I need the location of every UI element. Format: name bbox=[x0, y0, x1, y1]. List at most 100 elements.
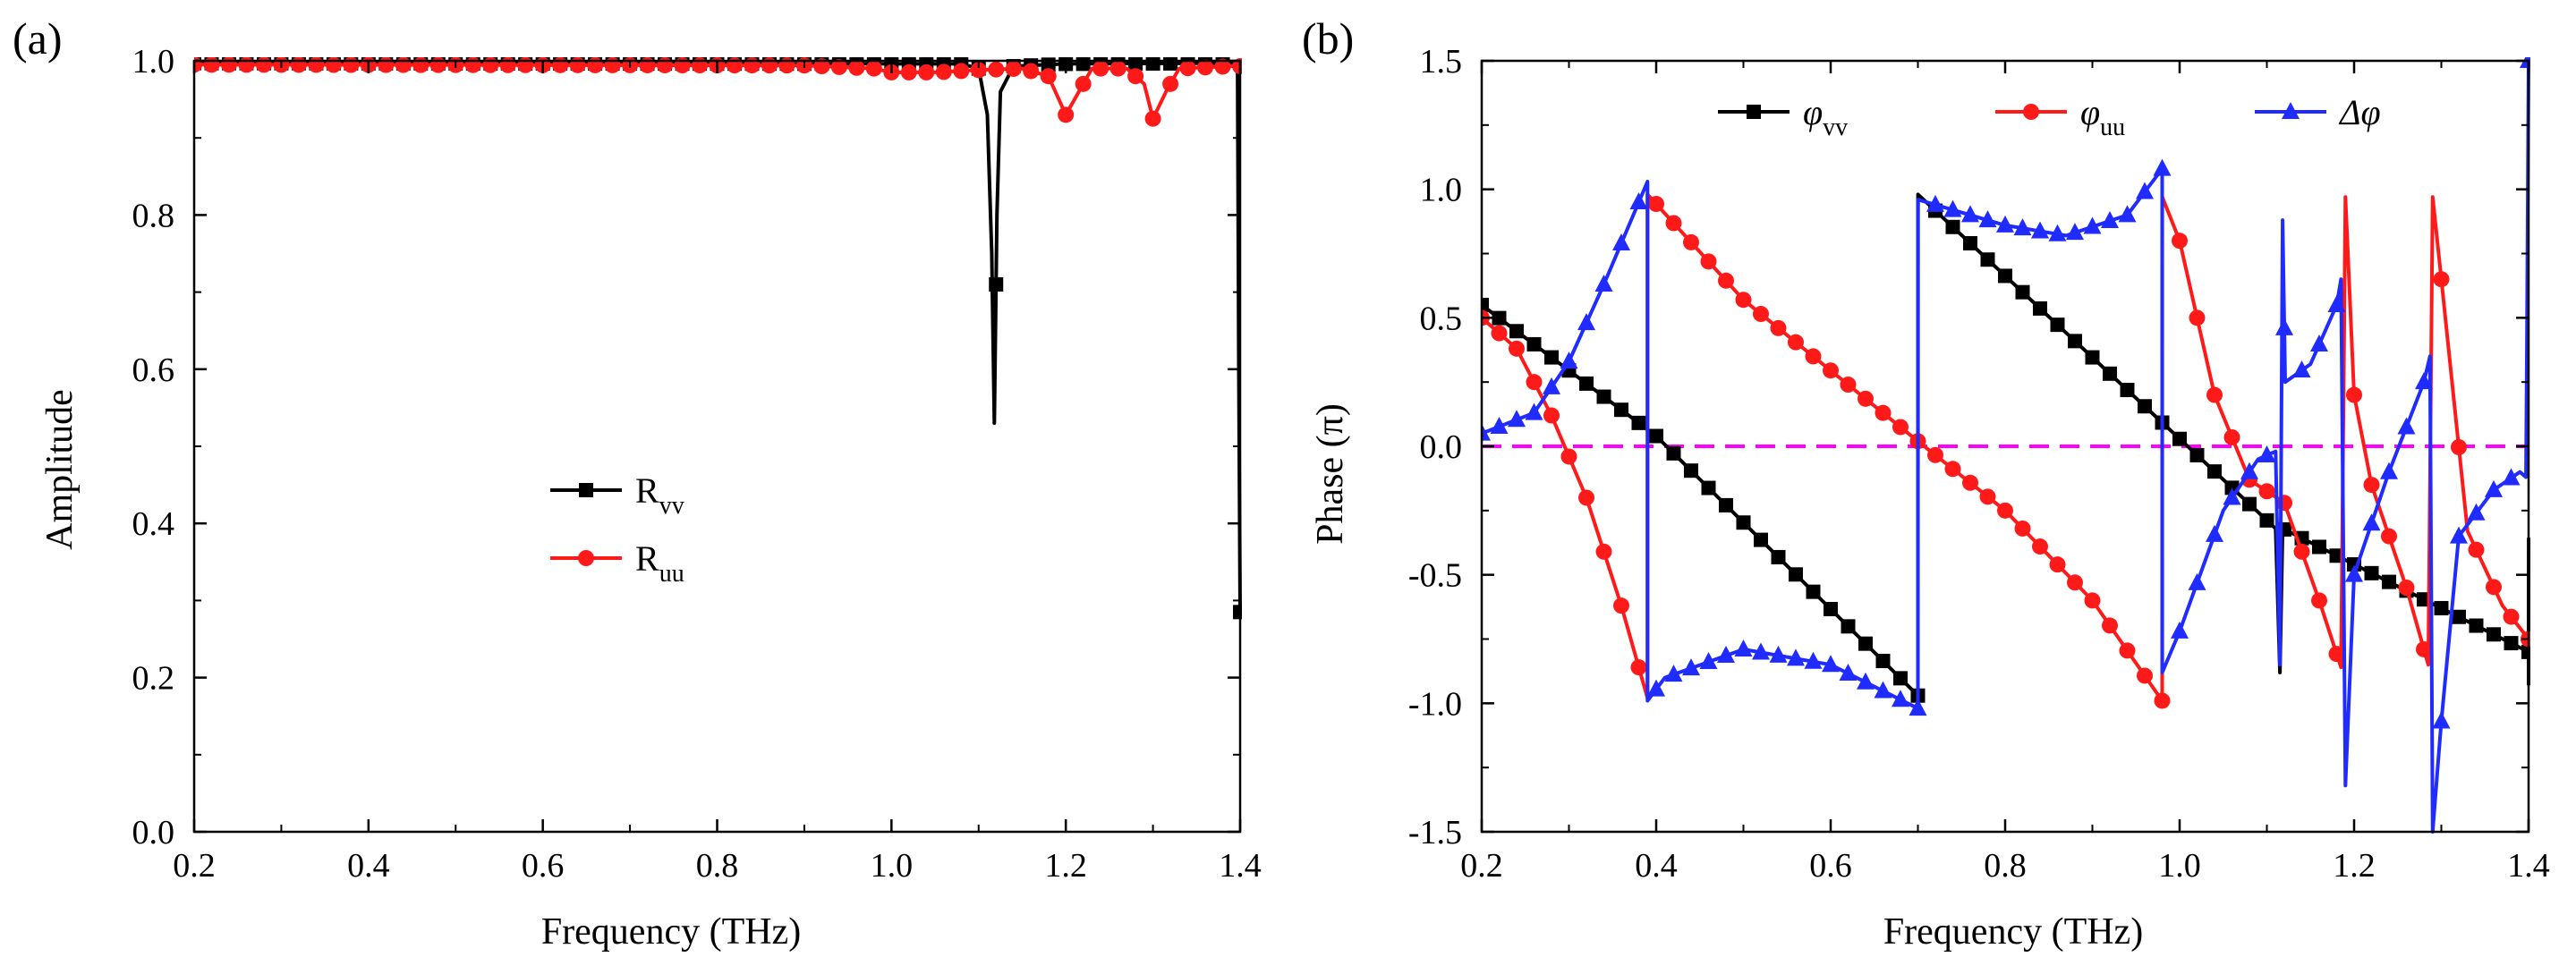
data-point bbox=[2172, 431, 2187, 446]
data-point bbox=[343, 57, 360, 73]
data-point bbox=[2154, 692, 2171, 709]
series-markers-φuu bbox=[1482, 196, 2530, 709]
data-point bbox=[255, 57, 272, 73]
data-point bbox=[1840, 377, 1857, 394]
data-point bbox=[2467, 503, 2486, 521]
data-point bbox=[1631, 415, 1646, 430]
data-point bbox=[2364, 565, 2379, 580]
data-point bbox=[1892, 419, 1909, 436]
panel-a-plot-area bbox=[194, 57, 1242, 620]
data-point bbox=[1700, 253, 1717, 270]
data-point bbox=[2119, 642, 2136, 659]
data-point bbox=[988, 61, 1005, 78]
panel-b-label: (b) bbox=[1302, 13, 1354, 64]
x-tick-label: 1.0 bbox=[871, 847, 914, 885]
legend-label-sub: uu bbox=[659, 560, 684, 588]
x-tick-label: 0.2 bbox=[1460, 847, 1503, 885]
data-point bbox=[2120, 383, 2135, 398]
data-point bbox=[1841, 619, 1856, 634]
data-point bbox=[1144, 110, 1161, 127]
data-point bbox=[2050, 318, 2065, 333]
data-point bbox=[2329, 548, 2344, 563]
data-point bbox=[2136, 182, 2154, 199]
data-point bbox=[1926, 194, 1944, 212]
data-point bbox=[1614, 402, 1628, 418]
data-point bbox=[2503, 608, 2520, 625]
data-point bbox=[1162, 75, 1179, 92]
data-point bbox=[1491, 325, 1508, 342]
series-layer bbox=[1482, 57, 2530, 834]
data-point bbox=[2328, 646, 2345, 663]
data-point bbox=[1980, 252, 1995, 267]
data-point bbox=[1647, 679, 1665, 697]
x-tick-label: 0.6 bbox=[522, 847, 565, 885]
data-point bbox=[2504, 636, 2519, 651]
data-point bbox=[918, 64, 935, 80]
data-point bbox=[2397, 417, 2416, 435]
y-tick-label: -1.5 bbox=[1408, 814, 1462, 851]
data-point bbox=[2415, 372, 2433, 390]
legend-label-main: R bbox=[635, 538, 659, 579]
data-point bbox=[1718, 272, 1734, 289]
data-point bbox=[1996, 215, 2014, 233]
data-point bbox=[1109, 60, 1126, 77]
legend-entry: Ruu bbox=[550, 538, 684, 588]
legend-entry: φuu bbox=[1995, 92, 2125, 141]
data-point bbox=[848, 59, 865, 76]
data-point bbox=[1699, 652, 1718, 670]
data-point bbox=[1754, 532, 1768, 547]
data-point bbox=[1788, 334, 1804, 351]
data-point bbox=[692, 57, 709, 74]
data-point bbox=[1824, 601, 1838, 616]
x-tick-label: 0.4 bbox=[347, 847, 390, 885]
data-point bbox=[1666, 445, 1681, 461]
x-tick-label: 0.4 bbox=[1635, 847, 1678, 885]
legend-marker bbox=[1747, 105, 1761, 119]
data-point bbox=[1075, 75, 1092, 92]
data-point bbox=[2276, 495, 2292, 512]
y-tick-label: 0.5 bbox=[1420, 300, 1463, 337]
data-point bbox=[1804, 651, 1823, 669]
data-point bbox=[1857, 672, 1875, 690]
x-tick-label: 1.2 bbox=[2333, 847, 2376, 885]
data-point bbox=[2521, 644, 2530, 659]
data-point bbox=[900, 64, 917, 80]
data-point bbox=[1482, 423, 1491, 441]
data-point bbox=[2345, 564, 2363, 582]
data-point bbox=[1233, 605, 1242, 620]
data-point bbox=[1544, 350, 1559, 365]
data-point bbox=[429, 57, 446, 73]
y-tick-label: 1.0 bbox=[132, 43, 175, 80]
data-point bbox=[1490, 416, 1509, 434]
data-point bbox=[1806, 584, 1821, 599]
data-point bbox=[2189, 309, 2206, 326]
data-point bbox=[2293, 543, 2310, 560]
data-point bbox=[1719, 497, 1733, 512]
data-point bbox=[1492, 310, 1507, 326]
legend-label-main: φ bbox=[2080, 92, 2100, 132]
panel-b-x-axis-title: Frequency (THz) bbox=[1883, 911, 2143, 953]
data-point bbox=[2275, 318, 2293, 335]
data-point bbox=[1596, 389, 1611, 404]
data-point bbox=[2485, 479, 2503, 497]
data-point bbox=[2469, 618, 2484, 633]
data-point bbox=[2327, 294, 2346, 312]
data-point bbox=[517, 57, 534, 73]
data-point bbox=[395, 57, 412, 73]
y-tick-label: 1.0 bbox=[1420, 172, 1463, 209]
panel-a-x-axis-title: Frequency (THz) bbox=[541, 911, 801, 953]
panel-b-plot-area bbox=[1482, 57, 2530, 834]
data-point bbox=[2257, 445, 2276, 463]
data-point bbox=[1892, 690, 1909, 707]
data-point bbox=[1560, 448, 1577, 465]
legend-label-main: φ bbox=[1803, 92, 1823, 132]
data-point bbox=[1613, 597, 1629, 614]
panel-a-chart: (a) 0.2 0.4 0.6 0.8 1.0 1.2 1.40.00.20.40.60.8… bbox=[13, 13, 1262, 953]
data-point bbox=[1649, 428, 1663, 444]
data-point bbox=[830, 58, 847, 75]
series-layer bbox=[194, 57, 1242, 620]
data-point bbox=[1734, 639, 1753, 656]
data-point bbox=[2066, 223, 2084, 241]
series-markers-φvv bbox=[1482, 203, 2530, 703]
legend-label-main: Δφ bbox=[2338, 92, 2381, 132]
